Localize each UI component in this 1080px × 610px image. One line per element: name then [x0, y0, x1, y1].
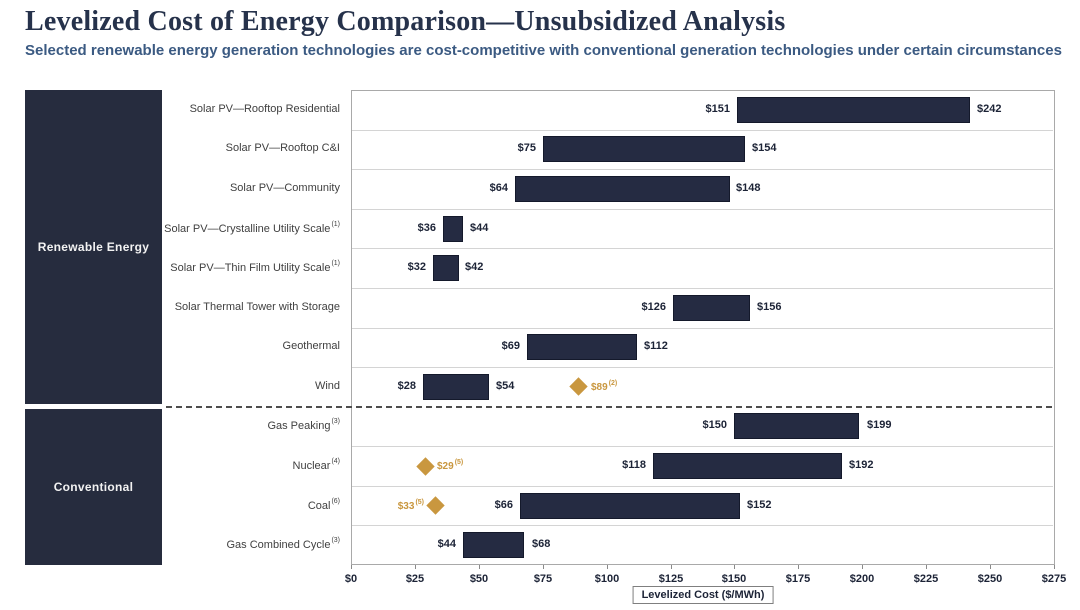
x-axis-tick-label: $175: [785, 573, 811, 585]
row-label: Solar PV—Rooftop C&I: [225, 142, 340, 154]
x-axis-tick-mark: [543, 565, 544, 569]
range-bar: [423, 374, 489, 400]
high-value-label: $54: [496, 380, 515, 392]
row-gridline: [352, 248, 1053, 249]
range-bar: [543, 136, 745, 162]
group-block-conventional: Conventional: [25, 409, 162, 565]
range-bar: [673, 295, 750, 321]
low-value-label: $69: [501, 340, 520, 352]
x-axis-tick-label: $225: [913, 573, 939, 585]
high-value-label: $156: [757, 301, 782, 313]
range-bar: [520, 493, 740, 519]
high-value-label: $199: [867, 419, 892, 431]
x-axis-title-box: Levelized Cost ($/MWh): [632, 586, 774, 604]
high-value-label: $44: [470, 222, 489, 234]
x-axis-tick-label: $275: [1041, 573, 1067, 585]
row-gridline: [352, 169, 1053, 170]
row-gridline: [352, 288, 1053, 289]
row-label: Geothermal: [282, 340, 340, 352]
diamond-value-label: $89(2): [591, 380, 618, 394]
low-value-label: $66: [494, 499, 513, 511]
row-gridline: [352, 525, 1053, 526]
x-axis-tick-mark: [351, 565, 352, 569]
row-label: Gas Combined Cycle(3): [226, 537, 341, 551]
low-value-label: $151: [705, 103, 730, 115]
x-axis-tick-mark: [415, 565, 416, 569]
high-value-label: $68: [532, 538, 551, 550]
row-label: Coal(6): [307, 498, 340, 512]
x-axis-title: Levelized Cost ($/MWh): [641, 589, 765, 601]
x-axis-tick-label: $25: [405, 573, 425, 585]
x-axis-tick-label: $200: [849, 573, 875, 585]
x-axis-tick-label: $250: [977, 573, 1003, 585]
row-label: Solar PV—Crystalline Utility Scale(1): [164, 221, 340, 235]
low-value-label: $44: [437, 538, 456, 550]
range-bar: [515, 176, 730, 202]
diamond-value-label: $33(5): [397, 499, 424, 513]
row-label: Wind: [314, 380, 340, 392]
x-axis-tick-label: $100: [594, 573, 620, 585]
x-axis-tick-mark: [734, 565, 735, 569]
range-bar: [653, 453, 842, 479]
row-label: Solar PV—Rooftop Residential: [189, 103, 340, 115]
x-axis-tick-mark: [926, 565, 927, 569]
group-block-renewable-energy: Renewable Energy: [25, 90, 162, 404]
row-gridline: [352, 486, 1053, 487]
x-axis-tick-mark: [862, 565, 863, 569]
x-axis-tick-mark: [1054, 565, 1055, 569]
low-value-label: $36: [417, 222, 436, 234]
high-value-label: $192: [849, 459, 874, 471]
range-bar: [433, 255, 459, 281]
x-axis-tick-label: $0: [344, 573, 358, 585]
row-gridline: [352, 209, 1053, 210]
row-label: Solar Thermal Tower with Storage: [174, 301, 340, 313]
group-label-renewable-energy: Renewable Energy: [37, 240, 150, 254]
high-value-label: $42: [465, 261, 484, 273]
x-axis-tick-label: $50: [469, 573, 489, 585]
diamond-value-label: $29(5): [437, 459, 464, 473]
range-bar: [463, 532, 524, 558]
low-value-label: $75: [517, 142, 536, 154]
x-axis-tick-mark: [671, 565, 672, 569]
range-bar: [527, 334, 637, 360]
x-axis-tick-mark: [990, 565, 991, 569]
high-value-label: $242: [977, 103, 1002, 115]
row-label: Solar PV—Community: [229, 182, 340, 194]
group-label-conventional: Conventional: [53, 480, 134, 494]
row-label: Gas Peaking(3): [267, 418, 340, 432]
range-bar: [734, 413, 859, 439]
low-value-label: $126: [641, 301, 666, 313]
low-value-label: $118: [622, 459, 646, 471]
high-value-label: $148: [736, 182, 761, 194]
row-gridline: [352, 130, 1053, 131]
row-label: Solar PV—Thin Film Utility Scale(1): [170, 260, 340, 274]
row-gridline: [352, 328, 1053, 329]
page-title: Levelized Cost of Energy Comparison—Unsu…: [25, 6, 786, 37]
row-gridline: [352, 367, 1053, 368]
low-value-label: $64: [489, 182, 508, 194]
row-label: Nuclear(4): [292, 458, 340, 472]
x-axis-tick-label: $75: [533, 573, 553, 585]
x-axis-tick-mark: [479, 565, 480, 569]
high-value-label: $152: [747, 499, 772, 511]
x-axis-tick-label: $150: [721, 573, 747, 585]
x-axis-tick-mark: [607, 565, 608, 569]
page-subtitle: Selected renewable energy generation tec…: [25, 42, 1062, 59]
low-value-label: $32: [407, 261, 426, 273]
range-bar: [737, 97, 970, 123]
high-value-label: $112: [644, 340, 668, 352]
high-value-label: $154: [752, 142, 777, 154]
row-gridline: [352, 446, 1053, 447]
category-divider-dashed-line: [166, 406, 1055, 408]
range-bar: [443, 216, 463, 242]
x-axis-tick-mark: [798, 565, 799, 569]
x-axis-tick-label: $125: [658, 573, 684, 585]
low-value-label: $150: [702, 419, 727, 431]
low-value-label: $28: [397, 380, 416, 392]
